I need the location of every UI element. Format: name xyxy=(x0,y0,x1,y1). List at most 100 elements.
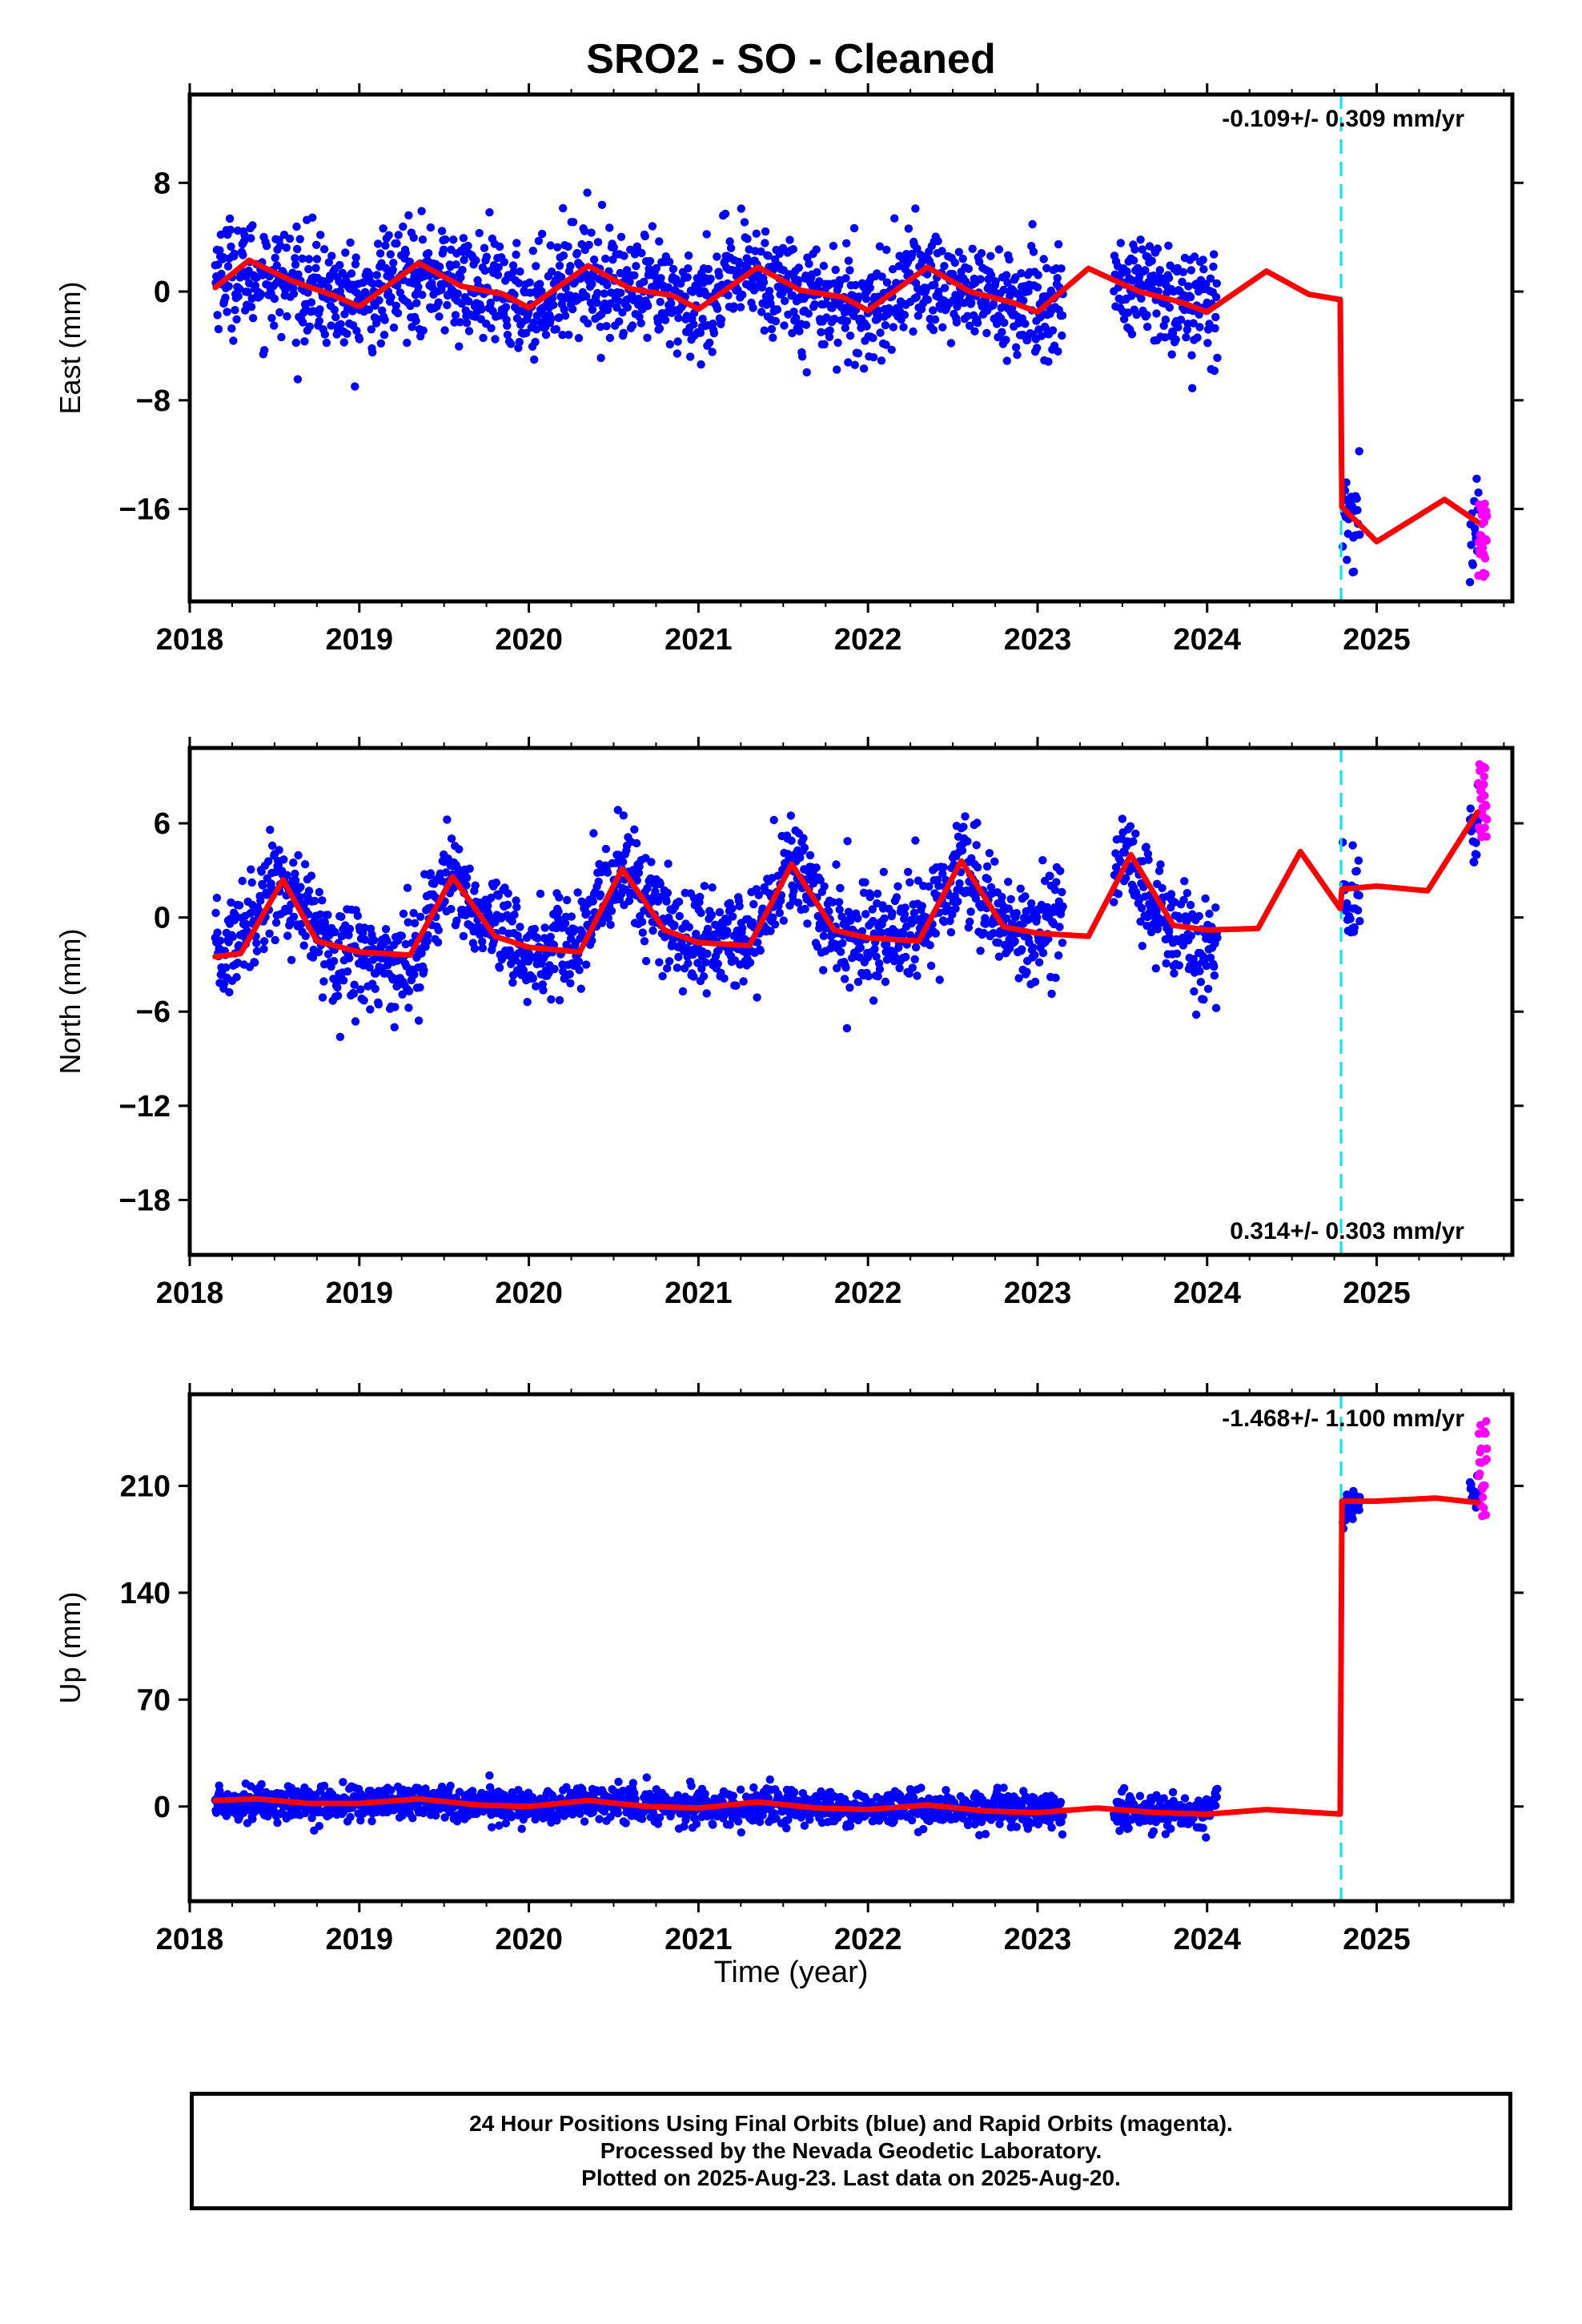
north-final-point xyxy=(1158,883,1166,893)
east-final-point xyxy=(930,315,940,324)
east-final-point xyxy=(283,312,291,321)
north-final-point xyxy=(843,837,852,846)
north-final-point xyxy=(771,920,780,929)
north-final-point xyxy=(211,908,220,918)
north-final-point xyxy=(1058,939,1067,947)
north-final-point xyxy=(359,996,368,1005)
north-final-point xyxy=(555,995,564,1005)
east-final-point xyxy=(379,224,387,233)
east-final-point xyxy=(1033,283,1042,292)
north-final-point xyxy=(582,909,592,918)
north-final-point xyxy=(1210,962,1219,971)
north-final-point xyxy=(1051,973,1060,983)
east-final-point xyxy=(652,263,661,273)
east-final-point xyxy=(876,328,885,337)
east-final-point xyxy=(528,247,537,255)
north-final-point xyxy=(478,943,488,953)
east-final-point xyxy=(378,306,387,315)
north-final-point xyxy=(745,958,755,967)
east-final-point xyxy=(665,257,674,267)
east-final-point xyxy=(312,240,321,249)
north-final-point xyxy=(973,862,982,872)
east-final-point xyxy=(303,288,312,297)
east-final-point xyxy=(640,277,648,286)
east-final-point xyxy=(243,287,252,296)
east-x-tick-label: 2019 xyxy=(326,623,394,657)
east-final-point xyxy=(453,289,462,298)
east-final-point xyxy=(603,280,612,290)
east-final-point xyxy=(655,324,665,333)
east-rapid-point xyxy=(1482,537,1492,545)
east-final-point xyxy=(501,303,511,312)
north-final-point xyxy=(588,897,597,906)
east-final-point xyxy=(558,331,567,340)
east-final-point xyxy=(480,266,489,275)
east-final-point xyxy=(859,364,869,373)
north-final-point xyxy=(516,923,524,931)
east-final-point xyxy=(1119,315,1129,324)
east-final-point xyxy=(477,305,486,314)
east-final-point xyxy=(890,214,899,223)
up-final-point xyxy=(919,1824,928,1834)
north-final-point xyxy=(283,931,292,940)
north-final-point xyxy=(1010,937,1019,946)
east-final-point xyxy=(923,296,933,304)
east-final-point xyxy=(1211,292,1221,302)
north-final-point xyxy=(574,957,584,966)
east-x-tick-label: 2018 xyxy=(156,623,224,657)
north-final-point xyxy=(1205,909,1214,919)
north-final-point xyxy=(1151,964,1161,973)
east-final-point xyxy=(664,283,673,292)
north-final-point xyxy=(235,901,244,910)
east-final-point xyxy=(464,297,473,306)
up-final-point xyxy=(692,1819,701,1828)
east-final-point xyxy=(593,238,603,247)
east-final-point xyxy=(1000,318,1009,328)
north-final-point xyxy=(333,983,342,992)
north-final-point xyxy=(861,878,869,887)
east-final-point xyxy=(708,348,717,356)
east-final-point xyxy=(911,204,920,213)
east-final-point xyxy=(1002,356,1012,365)
east-final-point xyxy=(887,345,896,354)
north-final-point xyxy=(1138,942,1147,951)
east-final-point xyxy=(537,287,546,296)
east-final-point xyxy=(1002,271,1011,279)
north-final-point xyxy=(640,937,649,946)
north-final-point xyxy=(675,911,684,921)
east-final-point xyxy=(713,304,722,313)
east-final-point xyxy=(785,270,793,279)
east-final-point xyxy=(343,329,351,338)
east-final-point xyxy=(829,241,838,251)
east-final-point xyxy=(1136,235,1145,244)
north-final-point xyxy=(300,860,310,869)
north-rapid-point xyxy=(1482,832,1492,841)
east-final-point xyxy=(938,323,947,332)
up-final-point xyxy=(642,1773,651,1782)
east-final-point xyxy=(1039,255,1048,263)
east-final-point xyxy=(251,281,260,290)
north-final-point xyxy=(845,983,854,992)
east-final-point xyxy=(773,305,782,314)
east-final-point xyxy=(388,265,397,275)
east-final-point xyxy=(597,200,607,209)
north-final-point xyxy=(307,871,316,880)
up-final-point xyxy=(517,1824,526,1833)
north-final-point xyxy=(972,841,981,850)
north-final-point xyxy=(637,918,647,927)
east-final-point xyxy=(771,316,781,326)
north-x-tick-label: 2022 xyxy=(834,1277,902,1310)
east-final-point xyxy=(300,337,309,346)
north-final-point xyxy=(655,958,664,967)
east-final-point xyxy=(230,249,239,258)
north-final-point xyxy=(287,955,296,965)
east-final-point xyxy=(861,295,871,304)
east-final-point xyxy=(503,330,512,340)
east-final-point xyxy=(607,288,616,297)
east-final-point xyxy=(234,292,243,301)
east-final-point xyxy=(833,338,842,348)
east-final-point xyxy=(635,312,644,321)
east-final-point xyxy=(752,229,761,238)
north-y-tick-label: 0 xyxy=(154,902,171,935)
east-final-point xyxy=(232,315,241,324)
